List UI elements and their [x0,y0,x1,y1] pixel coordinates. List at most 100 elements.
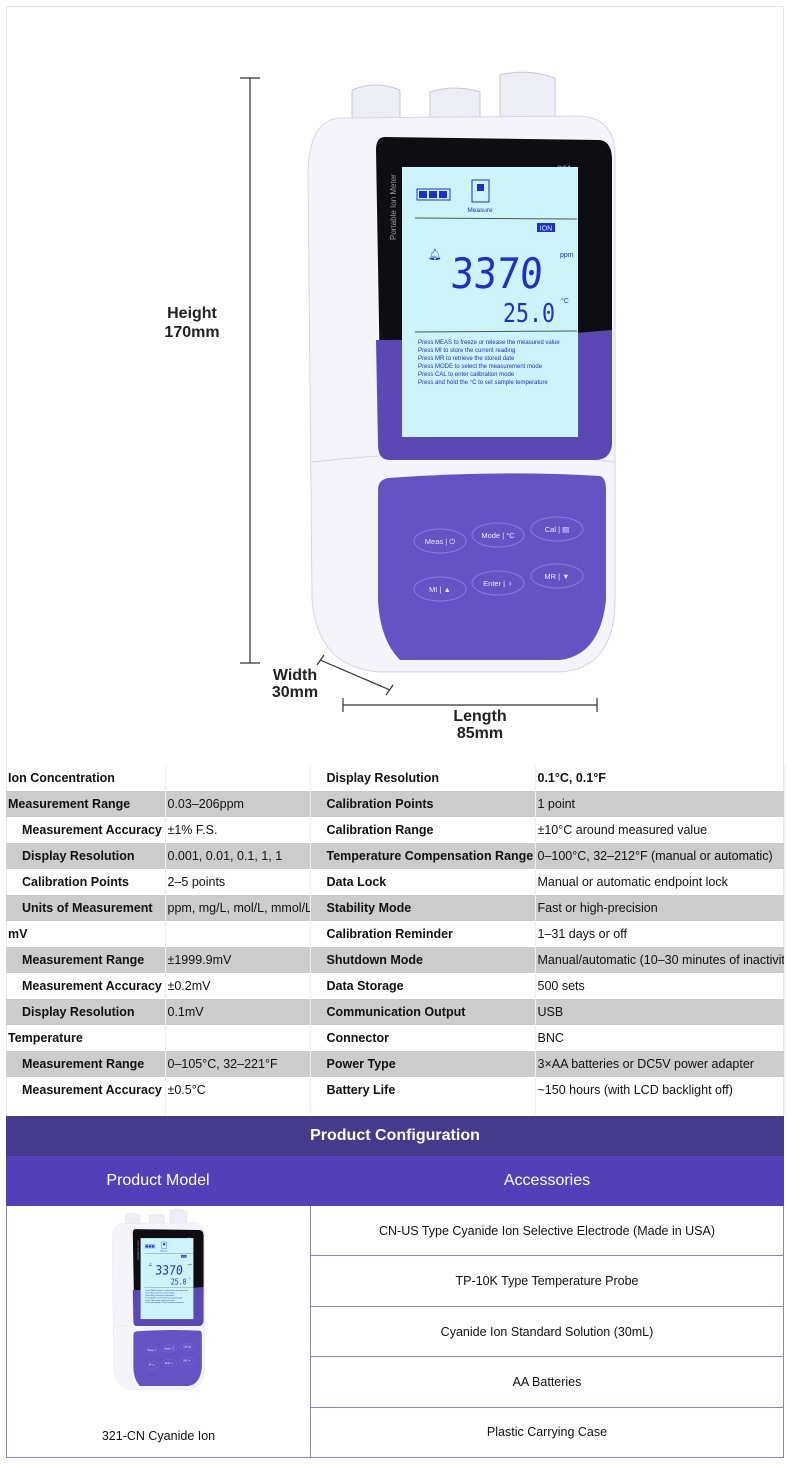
reading-unit: ppm [560,252,574,259]
lcd-temperature: 25.0 [503,299,555,329]
lcd-reading: 3370 [155,1262,184,1277]
svg-text:Cal | ▤: Cal | ▤ [545,525,569,534]
spec-value: 0.1°C, 0.1°F [535,765,785,791]
mode-key [161,1344,178,1353]
specifications-table: Ion Concentration Display Resolution 0.1°C… [6,765,785,1115]
spec-value: ±0.2mV [165,973,311,999]
svg-text:MR | ▼: MR | ▼ [544,572,569,581]
spec-label: Calibration Range [310,817,536,843]
lcd-screen [140,1238,194,1320]
spec-label: Calibration Points [310,791,536,817]
spec-value: Manual/automatic (10–30 minutes of inact… [535,947,785,973]
spec-row: Measurement Accuracy ±0.5°C Battery Life ~1… [6,1077,785,1103]
spec-value: USB [535,999,785,1025]
product-dimension-figure: Height 170mm Width 30mm Length 85mm 321 … [164,71,616,742]
temperature-unit: °C [561,297,569,305]
meas-key [413,528,467,554]
spec-row: Measurement Accuracy ±1% F.S. Calibration … [6,817,785,843]
keypad [378,473,606,660]
spec-label: Measurement Range [6,791,166,817]
svg-text:Press MR to retrieve the store: Press MR to retrieve the stored date [145,1294,174,1297]
accessory-item: TP-10K Type Temperature Probe [311,1256,783,1307]
lcd-reading: 3370 [449,249,544,298]
ion-meter-device: 321 Portable Ion Meter Measure ION 🔔︎ 33… [307,71,616,673]
model-name: 321-CN Cyanide Ion [101,1429,216,1443]
height-label: Height [167,305,217,322]
spec-value: 1–31 days or off [535,921,785,947]
spec-value: 2–5 points [165,869,311,895]
svg-text:Press CAL to enter calibration: Press CAL to enter calibration mode [145,1299,174,1302]
spec-label: Connector [310,1025,536,1051]
spec-value: ±0.5°C [165,1077,311,1103]
alarm-bell-icon: 🔔︎ [428,248,442,261]
svg-text:Meas | ⏻: Meas | ⏻ [147,1349,156,1352]
spec-label: Power Type [310,1051,536,1077]
product-thumbnail-image: 321 Portable Ion Meter Measure ION 🔔︎ 33… [112,1209,205,1390]
svg-text:MI | ▲: MI | ▲ [149,1364,156,1367]
svg-text:Enter | ♀: Enter | ♀ [165,1362,174,1365]
lcd-temperature: 25.0 [171,1278,187,1287]
mr-key [530,563,584,589]
spec-value [165,1025,311,1051]
svg-text:Enter | ♀: Enter | ♀ [483,579,513,588]
svg-text:Press CAL to enter calibration: Press CAL to enter calibration mode [418,372,515,378]
accessories-list: CN-US Type Cyanide Ion Selective Electro… [311,1206,783,1457]
length-label: Length [453,708,506,725]
accessory-item: Cyanide Ion Standard Solution (30mL) [311,1307,783,1358]
spec-label: Communication Output [310,999,536,1025]
spec-label: Data Lock [310,869,536,895]
spec-label: Measurement Range [6,1051,166,1077]
alarm-bell-icon: 🔔︎ [148,1261,152,1266]
svg-text:Press MODE to select the measu: Press MODE to select the measurement mod… [418,364,543,370]
spec-label: Display Resolution [6,999,166,1025]
svg-text:Press and hold the °C to set s: Press and hold the °C to set sample temp… [418,380,548,386]
spec-value: 3×AA batteries or DC5V power adapter [535,1051,785,1077]
mi-key [144,1360,160,1369]
spec-label: mV [6,921,166,947]
spec-value [165,921,311,947]
spec-row: Ion Concentration Display Resolution 0.1°C… [6,765,785,791]
battery-icon [144,1244,156,1249]
spec-value: Fast or high-precision [535,895,785,921]
spec-label: Calibration Reminder [310,921,536,947]
spec-value: 0.03–206ppm [165,791,311,817]
temperature-unit: °C [188,1278,191,1280]
spec-row: mV Calibration Reminder 1–31 days or off [6,921,785,947]
spec-label: Units of Measurement [6,895,166,921]
mode-label: Measure [467,207,493,214]
product-model-header: Product Model [106,1172,210,1189]
spec-label: Display Resolution [6,843,166,869]
side-text: Portable Ion Meter [389,174,398,240]
spec-value: 1 point [535,791,785,817]
cal-key [179,1342,196,1351]
meas-key [144,1346,160,1355]
spec-label: Battery Life [310,1077,536,1103]
height-value: 170mm [164,324,219,341]
svg-text:Press MI to store the current: Press MI to store the current reading [145,1292,174,1295]
probe-caps [351,71,556,126]
svg-text:Press MODE to select the measu: Press MODE to select the measurement mod… [145,1296,182,1299]
configuration-title: Product Configuration [6,1116,784,1156]
product-configuration: Product Configuration Product Model Acce… [6,1116,784,1458]
spec-label: Ion Concentration [6,765,166,791]
spec-value: Manual or automatic endpoint lock [535,869,785,895]
spec-label: Measurement Accuracy [6,973,166,999]
lcd-screen [402,167,578,437]
mode-badge: ION [540,226,552,233]
spec-label: Data Storage [310,973,536,999]
battery-icon [416,188,451,201]
spec-row: Units of Measurement ppm, mg/L, mol/L, mm… [6,895,785,921]
spec-value: 0.001, 0.01, 0.1, 1, 1 [165,843,311,869]
svg-text:Cal | ▤: Cal | ▤ [183,1346,190,1349]
svg-text:MI | ▲: MI | ▲ [429,585,451,594]
spec-row: Measurement Range ±1999.9mV Shutdown Mode M… [6,947,785,973]
cal-key [530,516,584,542]
spec-value: ~150 hours (with LCD backlight off) [535,1077,785,1103]
accessories-header: Accessories [503,1172,591,1189]
lcd-instructions: Press MEAS to freeze or release the meas… [145,1289,187,1304]
spec-value: BNC [535,1025,785,1051]
svg-text:Press MI to store the current: Press MI to store the current reading [418,348,515,354]
spec-label: Measurement Range [6,947,166,973]
spec-label: Calibration Points [6,869,166,895]
svg-text:MR | ▼: MR | ▼ [183,1360,191,1363]
